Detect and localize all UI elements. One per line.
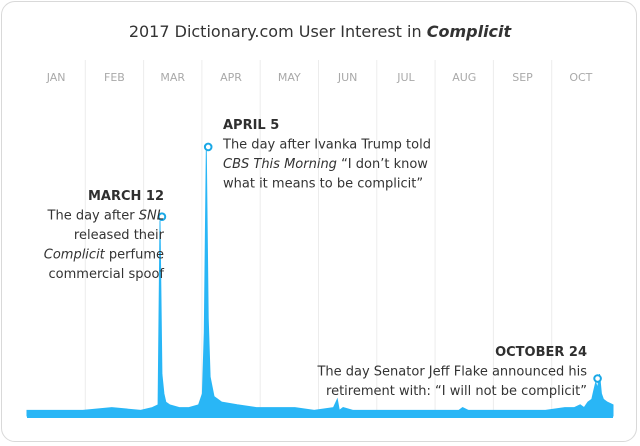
chart-title-emphasis: Complicit: [427, 22, 513, 41]
annotation-text-line: retirement with: “I will not be complici…: [326, 384, 587, 399]
month-label-aug: AUG: [452, 71, 476, 84]
chart-title: 2017 Dictionary.com User Interest in Com…: [129, 22, 513, 41]
annotation-marker: [203, 142, 213, 152]
annotation-text-line: Complicit perfume: [44, 248, 164, 263]
month-label-jan: JAN: [46, 71, 66, 84]
annotation-marker: [157, 212, 167, 221]
month-label-oct: OCT: [569, 71, 592, 84]
annotation-text-line: CBS This Morning “I don’t know: [223, 157, 428, 172]
annotation-text-line: commercial spoof: [49, 267, 165, 282]
month-gridlines: [84, 60, 553, 416]
interest-chart: 2017 Dictionary.com User Interest in Com…: [26, 22, 614, 418]
annotations: MARCH 12 The day after SNL released their C…: [44, 118, 602, 399]
annotation-heading: MARCH 12: [88, 189, 164, 204]
annotation-march-12: MARCH 12 The day after SNL released their C…: [44, 189, 167, 282]
annotation-october-24: OCTOBER 24 The day Senator Jeff Flake ann…: [316, 345, 602, 399]
annotation-heading: APRIL 5: [223, 118, 279, 133]
month-label-may: MAY: [278, 71, 301, 84]
month-labels: JAN FEB MAR APR MAY JUN JUL AUG SEP OCT: [46, 71, 593, 84]
annotation-text-line: The day after Ivanka Trump told: [222, 138, 431, 153]
chart-title-main: 2017 Dictionary.com User Interest in: [129, 22, 422, 41]
month-label-apr: APR: [220, 71, 242, 84]
area-baseline: [27, 416, 613, 418]
month-label-jun: JUN: [337, 71, 358, 84]
annotation-text-line: The day after SNL: [47, 209, 164, 224]
annotation-text-line: what it means to be complicit”: [223, 177, 423, 192]
annotation-april-5: APRIL 5 The day after Ivanka Trump told CB…: [203, 118, 431, 192]
annotation-marker: [593, 374, 602, 383]
area-series: [26, 150, 614, 418]
month-label-sep: SEP: [512, 71, 533, 84]
month-label-feb: FEB: [104, 71, 125, 84]
annotation-text-line: The day Senator Jeff Flake announced his: [316, 365, 587, 380]
interest-area-series-0: [26, 150, 614, 417]
month-label-mar: MAR: [160, 71, 185, 84]
month-label-jul: JUL: [396, 71, 415, 84]
annotation-text-line: released their: [74, 228, 165, 243]
annotation-heading: OCTOBER 24: [495, 345, 587, 360]
